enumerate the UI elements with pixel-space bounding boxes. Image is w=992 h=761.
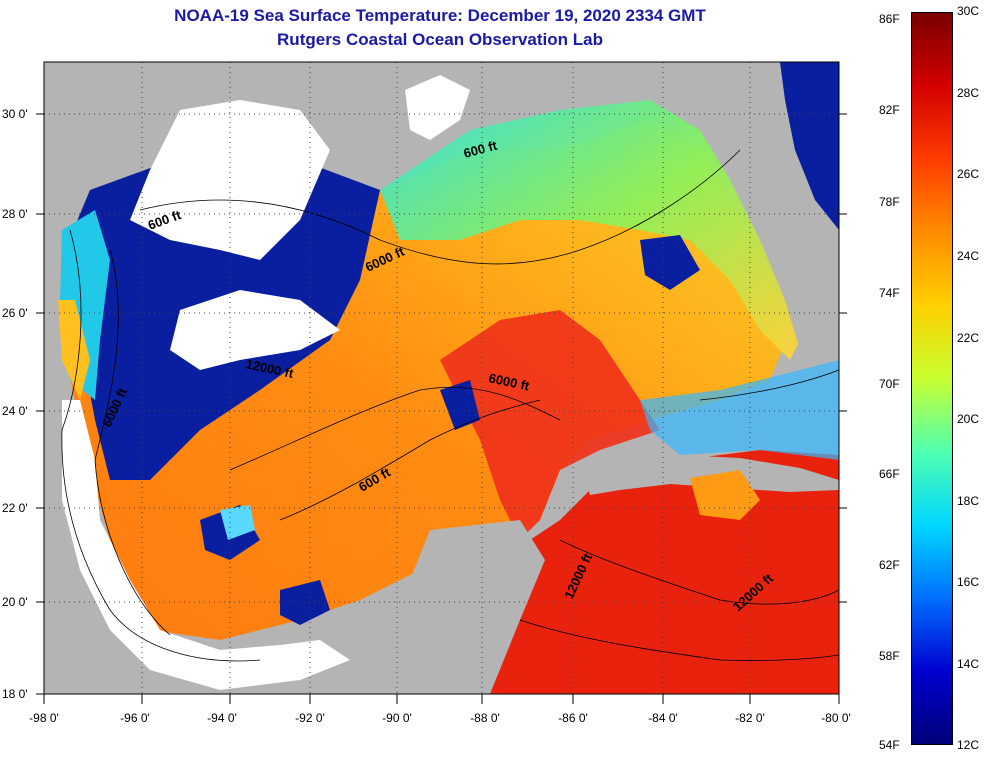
lat-label: 30 0' bbox=[2, 107, 28, 121]
lon-label: -90 0' bbox=[382, 711, 412, 725]
colorbar-f-label: 54F bbox=[879, 738, 900, 752]
cloud-central-west bbox=[170, 290, 340, 370]
lat-label: 18 0' bbox=[2, 687, 28, 701]
graticule bbox=[44, 62, 839, 694]
lon-label: -84 0' bbox=[648, 711, 678, 725]
lon-label: -92 0' bbox=[295, 711, 325, 725]
lat-label: 28 0' bbox=[2, 207, 28, 221]
colorbar-c-label: 16C bbox=[957, 575, 980, 589]
cold-patch-3 bbox=[440, 380, 480, 430]
lat-label: 24 0' bbox=[2, 404, 28, 418]
temperature-colorbar bbox=[911, 12, 953, 745]
colorbar-c-label: 30C bbox=[957, 4, 980, 18]
colorbar-f-label: 74F bbox=[879, 286, 900, 300]
map-title: NOAA-19 Sea Surface Temperature: Decembe… bbox=[174, 6, 706, 25]
colorbar-f-label: 82F bbox=[879, 103, 900, 117]
lon-label: -80 0' bbox=[821, 711, 851, 725]
colorbar-c-label: 28C bbox=[957, 86, 980, 100]
lon-label: -96 0' bbox=[120, 711, 150, 725]
colorbar-c-label: 18C bbox=[957, 494, 980, 508]
colorbar-c-label: 22C bbox=[957, 331, 980, 345]
cloud-texas-coast bbox=[405, 75, 470, 140]
colorbar-f-label: 58F bbox=[879, 649, 900, 663]
colorbar-c-label: 26C bbox=[957, 167, 980, 181]
lon-label: -98 0' bbox=[29, 711, 59, 725]
lat-label: 26 0' bbox=[2, 306, 28, 320]
yucatan-land bbox=[400, 520, 545, 694]
cold-patch-4 bbox=[640, 235, 700, 290]
colorbar-c-label: 14C bbox=[957, 657, 980, 671]
loop-current-warm bbox=[440, 310, 660, 540]
map-frame bbox=[43, 61, 840, 695]
caribbean-orange-patch bbox=[690, 470, 760, 520]
map-subtitle: Rutgers Coastal Ocean Observation Lab bbox=[277, 30, 603, 49]
lat-label: 22 0' bbox=[2, 501, 28, 515]
colorbar-f-label: 78F bbox=[879, 195, 900, 209]
western-warm-strip bbox=[58, 300, 90, 400]
lon-label: -94 0' bbox=[207, 711, 237, 725]
colorbar-f-label: 70F bbox=[879, 377, 900, 391]
lon-label: -88 0' bbox=[470, 711, 500, 725]
colorbar-f-label: 86F bbox=[879, 12, 900, 26]
cloud-north bbox=[130, 100, 330, 260]
cool-patch-1 bbox=[220, 505, 255, 540]
axis-ticks bbox=[36, 113, 847, 704]
northern-coastal-water bbox=[380, 100, 800, 360]
lat-label: 20 0' bbox=[2, 595, 28, 609]
colorbar-c-label: 12C bbox=[957, 738, 980, 752]
colorbar-f-label: 66F bbox=[879, 467, 900, 481]
depth-contours bbox=[61, 149, 840, 662]
colorbar-f-label: 62F bbox=[879, 558, 900, 572]
atlantic-blue bbox=[780, 62, 839, 230]
lon-label: -82 0' bbox=[735, 711, 765, 725]
colorbar-c-label: 24C bbox=[957, 249, 980, 263]
cloud-mexico-coast bbox=[62, 400, 350, 690]
lon-label: -86 0' bbox=[558, 711, 588, 725]
colorbar-c-label: 20C bbox=[957, 412, 980, 426]
